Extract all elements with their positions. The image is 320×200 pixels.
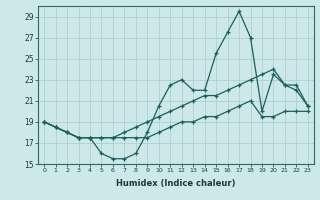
X-axis label: Humidex (Indice chaleur): Humidex (Indice chaleur) [116, 179, 236, 188]
